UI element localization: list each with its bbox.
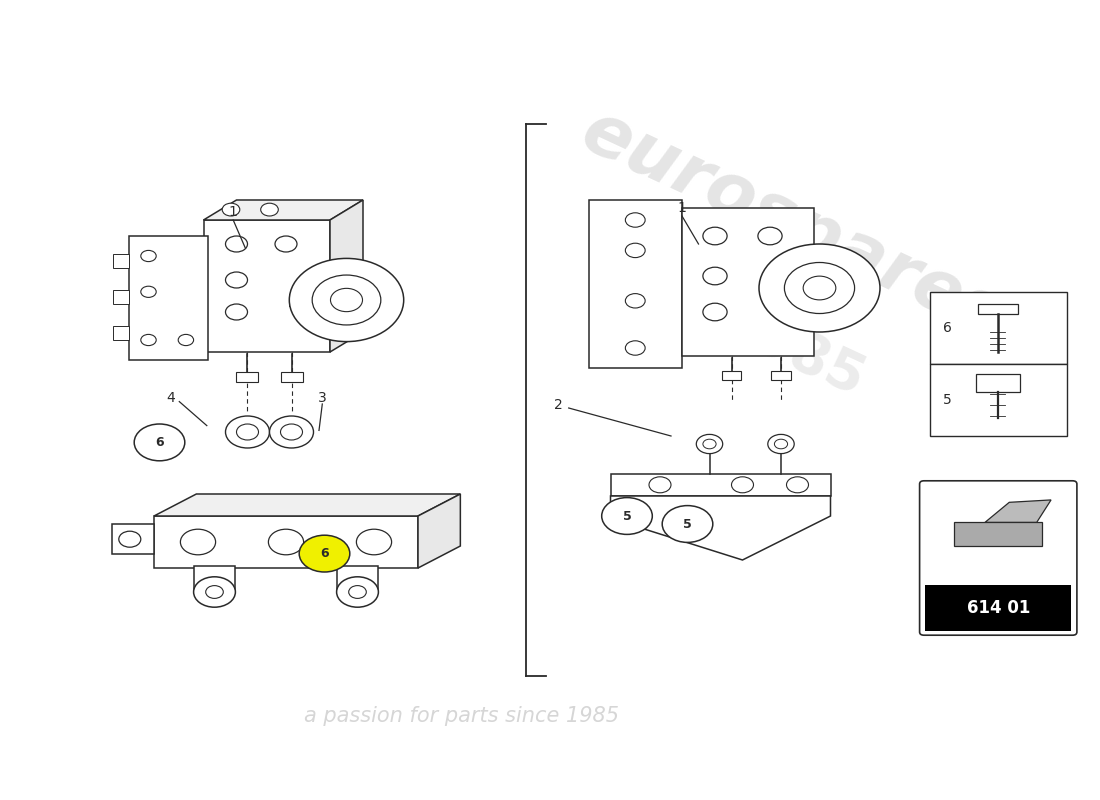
Circle shape [178,334,194,346]
FancyBboxPatch shape [920,481,1077,635]
Circle shape [703,439,716,449]
Circle shape [226,416,270,448]
Circle shape [330,288,363,312]
Circle shape [803,276,836,300]
Bar [194,566,235,592]
Circle shape [758,227,782,245]
Circle shape [299,535,350,572]
Bar [337,566,378,592]
Circle shape [784,262,855,314]
Text: 1: 1 [229,205,238,219]
Circle shape [180,530,216,555]
Circle shape [768,434,794,454]
Polygon shape [986,500,1050,522]
Bar [976,374,1020,392]
Bar [978,304,1018,314]
Circle shape [134,424,185,461]
Circle shape [356,530,392,555]
Circle shape [280,424,302,440]
Text: 6: 6 [155,436,164,449]
Circle shape [649,477,671,493]
Circle shape [759,244,880,332]
Bar [722,371,741,380]
Polygon shape [418,494,460,568]
Bar [610,474,830,496]
Bar [771,371,791,380]
Bar [930,364,1067,436]
Circle shape [222,203,240,216]
Text: 6: 6 [320,547,329,560]
Text: 5: 5 [623,510,631,522]
Text: 5: 5 [683,518,692,530]
Circle shape [602,498,652,534]
Text: 1: 1 [678,201,686,215]
Bar [954,522,1042,546]
Circle shape [703,267,727,285]
Circle shape [206,586,223,598]
Text: 3: 3 [318,391,327,406]
Bar [113,254,129,268]
Circle shape [141,334,156,346]
Circle shape [141,250,156,262]
Circle shape [703,227,727,245]
Circle shape [337,577,378,607]
Circle shape [625,294,645,308]
Bar [280,372,302,382]
Circle shape [732,477,754,493]
Circle shape [312,275,381,325]
Circle shape [236,424,258,440]
Polygon shape [610,496,830,560]
Circle shape [194,577,235,607]
Circle shape [268,530,304,555]
Circle shape [625,243,645,258]
Circle shape [662,506,713,542]
Circle shape [141,286,156,298]
Circle shape [625,341,645,355]
Circle shape [289,258,404,342]
Text: 4: 4 [166,391,175,406]
Bar [236,372,258,382]
Circle shape [786,477,808,493]
Text: 2: 2 [554,398,563,412]
Bar [113,326,129,340]
Bar [588,200,682,368]
Circle shape [703,303,727,321]
Circle shape [226,272,248,288]
Circle shape [275,236,297,252]
Circle shape [774,439,788,449]
Text: 6: 6 [943,321,951,335]
Bar [113,290,129,304]
Circle shape [119,531,141,547]
Circle shape [349,586,366,598]
Text: a passion for parts since 1985: a passion for parts since 1985 [305,706,619,726]
Circle shape [226,304,248,320]
Polygon shape [330,200,363,352]
Bar [129,236,208,360]
Bar [204,220,330,352]
Bar [930,292,1067,364]
Polygon shape [112,524,154,554]
Circle shape [261,203,278,216]
Polygon shape [154,516,418,568]
Circle shape [226,236,248,252]
Circle shape [625,213,645,227]
Polygon shape [154,494,460,516]
Bar [682,208,814,356]
Text: 614 01: 614 01 [967,599,1030,618]
Circle shape [270,416,314,448]
Bar [925,585,1071,631]
Text: 1985: 1985 [711,295,873,409]
Circle shape [696,434,723,454]
Text: eurospares: eurospares [571,96,1013,352]
Text: 5: 5 [943,393,951,407]
Polygon shape [204,200,363,220]
